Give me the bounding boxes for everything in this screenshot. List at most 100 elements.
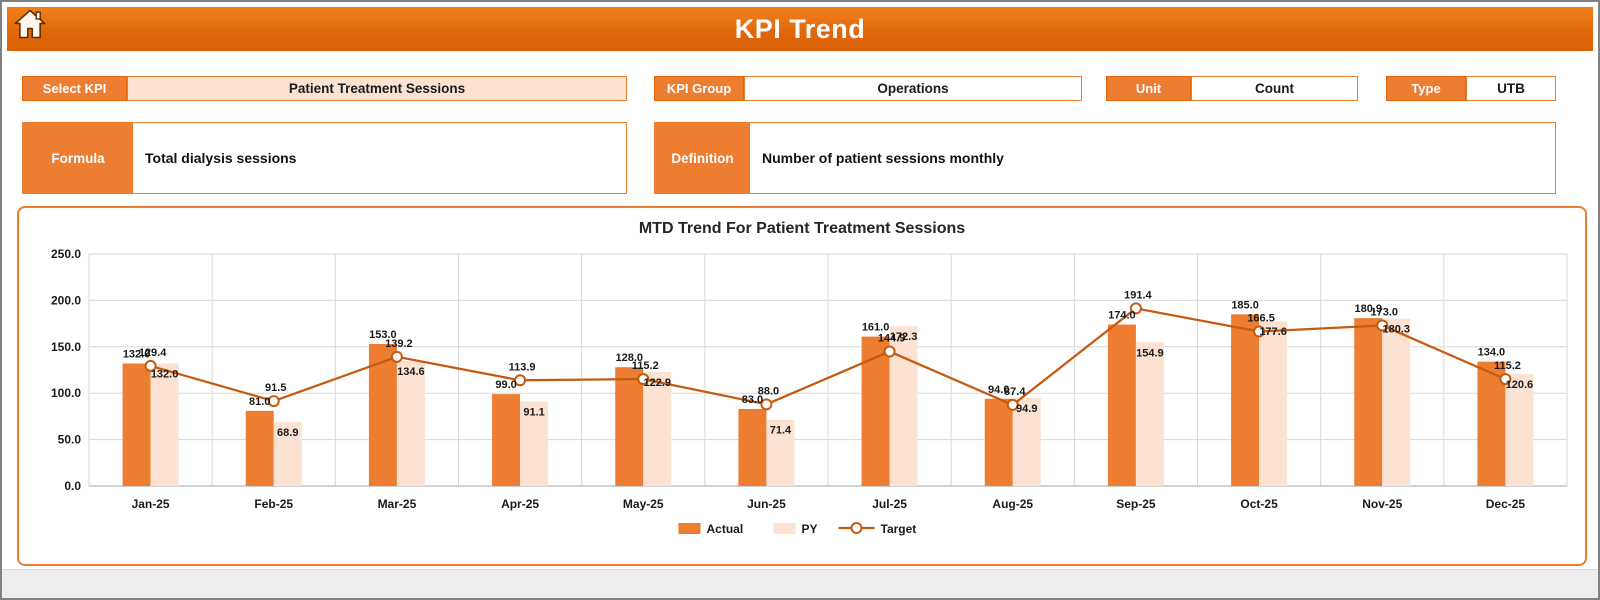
label-actual: 161.0 [862,322,890,334]
definition-box: Definition Number of patient sessions mo… [654,122,1556,194]
x-axis-label: Dec-25 [1486,497,1526,511]
label-actual: 81.0 [249,396,270,408]
page-title: KPI Trend [734,13,866,44]
label-target: 113.9 [509,361,536,373]
label-actual: 128.0 [615,352,643,364]
bar-py [1012,397,1041,486]
label-actual: 185.0 [1231,299,1259,311]
bar-py [150,363,179,486]
home-button[interactable] [11,5,49,43]
x-axis-label: Feb-25 [254,497,293,511]
bottom-strip [2,569,1598,598]
label-py: 154.9 [1136,347,1164,359]
x-axis-label: Nov-25 [1362,497,1402,511]
legend-swatch-actual [678,523,701,534]
bar-py [520,401,549,486]
target-marker [1253,325,1266,338]
formula-value: Total dialysis sessions [145,150,297,166]
bar-actual [1231,314,1260,486]
bar-py [1135,342,1164,486]
legend-swatch-py [773,523,796,534]
label-target: 115.2 [1494,360,1521,372]
kpi-group-label: KPI Group [654,76,744,101]
x-axis-label: Jun-25 [747,497,786,511]
bar-py [1259,321,1288,486]
bar-py [766,419,795,486]
label-py: 180.3 [1382,324,1410,336]
label-py: 177.6 [1259,326,1287,338]
bar-py [396,361,425,486]
bar-actual [245,410,274,486]
label-py: 134.6 [397,366,425,378]
bar-actual [984,398,1013,486]
target-marker [1129,302,1142,315]
type-value: UTB [1466,76,1556,101]
bar-py [643,371,672,486]
x-axis-label: May-25 [623,497,664,511]
select-kpi-label: Select KPI [22,76,127,101]
label-py: 172.3 [890,331,918,343]
unit-value: Count [1191,76,1358,101]
target-marker [514,374,527,387]
target-marker [1006,398,1019,411]
label-target: 88.0 [758,385,779,397]
bar-actual [615,367,644,486]
target-marker [390,350,403,363]
formula-box: Formula Total dialysis sessions [22,122,627,194]
label-actual: 174.0 [1108,310,1136,322]
bar-actual [368,344,397,486]
type-label: Type [1386,76,1466,101]
bar-actual [122,363,151,486]
label-target: 166.5 [1247,312,1275,324]
definition-label: Definition [655,123,750,193]
chart-title: MTD Trend For Patient Treatment Sessions [638,220,966,237]
unit-label: Unit [1106,76,1191,101]
bar-py [1505,374,1534,486]
label-target: 87.4 [1004,386,1026,398]
bar-py [273,422,302,486]
label-py: 71.4 [770,425,792,437]
formula-label: Formula [23,123,133,193]
bar-actual [861,336,890,486]
label-actual: 132.0 [123,349,151,361]
legend-label-py: PY [802,522,818,536]
target-marker [1499,373,1512,386]
label-py: 91.1 [523,406,544,418]
x-axis-label: Aug-25 [992,497,1033,511]
label-py: 132.0 [151,369,179,381]
select-kpi-value[interactable]: Patient Treatment Sessions [127,76,627,101]
label-actual: 153.0 [369,329,397,341]
label-target: 115.2 [632,360,659,372]
definition-value: Number of patient sessions monthly [762,150,1004,166]
label-actual: 134.0 [1478,347,1506,359]
target-marker [637,373,650,386]
header-bar: KPI Trend [7,7,1593,51]
target-marker [1376,319,1389,332]
y-axis-label: 50.0 [58,433,82,447]
label-py: 122.9 [643,377,671,389]
label-py: 68.9 [277,427,298,439]
label-actual: 94.0 [988,384,1009,396]
kpi-trend-chart: 0.0 50.0 100.0 150.0 200.0 250.0 Jan-25 Feb-25 M… [51,247,1568,536]
label-target: 129.4 [139,347,167,359]
label-actual: 83.0 [742,394,763,406]
label-target: 144.9 [878,333,906,345]
y-axis-label: 100.0 [51,386,81,400]
y-axis-label: 150.0 [51,340,81,354]
legend-label-actual: Actual [707,522,744,536]
y-axis-label: 250.0 [51,247,81,261]
x-axis-label: Sep-25 [1116,497,1156,511]
label-py: 94.9 [1016,403,1037,415]
target-marker [144,359,157,372]
legend-marker-target [850,522,863,534]
chart-panel: MTD Trend For Patient Treatment Sessions… [17,206,1587,566]
label-target: 173.0 [1370,306,1398,318]
kpi-group-value: Operations [744,76,1082,101]
target-line [150,307,1506,407]
label-py: 120.6 [1506,379,1534,391]
bar-actual [1354,318,1383,486]
bar-actual [1107,324,1136,486]
bar-actual [492,394,521,486]
target-marker [760,398,773,411]
